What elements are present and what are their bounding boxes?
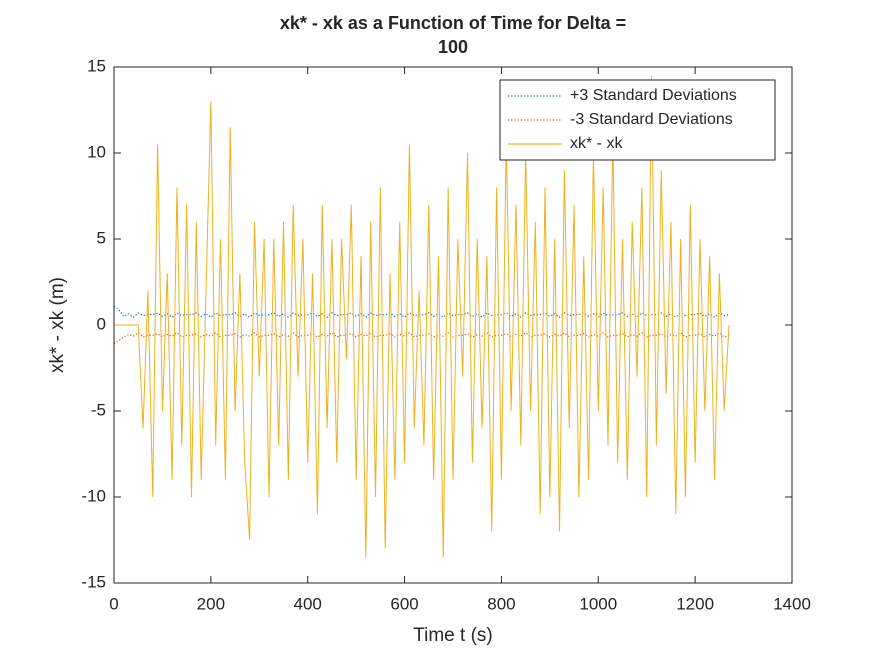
- legend: +3 Standard Deviations -3 Standard Deviat…: [499, 79, 776, 161]
- legend-label: +3 Standard Deviations: [570, 87, 737, 104]
- chart-title: 100: [438, 37, 468, 57]
- y-tick-label: 10: [87, 142, 106, 161]
- y-tick-label: -15: [81, 572, 106, 591]
- chart-title: xk* - xk as a Function of Time for Delta…: [280, 13, 626, 33]
- x-tick-label: 0: [109, 594, 118, 613]
- x-axis-label: Time t (s): [413, 625, 493, 646]
- x-tick-label: 200: [197, 594, 225, 613]
- y-tick-label: -5: [91, 400, 106, 419]
- y-tick-label: -10: [81, 486, 106, 505]
- data-line: [114, 75, 730, 558]
- legend-box: [499, 79, 776, 161]
- legend-label: xk* - xk: [570, 135, 623, 152]
- y-axis-label: xk* - xk (m): [47, 277, 68, 373]
- x-tick-label: 1400: [773, 594, 811, 613]
- data-line: [113, 305, 730, 319]
- axes-box: [113, 66, 793, 584]
- legend-label: -3 Standard Deviations: [570, 111, 733, 128]
- y-tick-label: 15: [87, 56, 106, 75]
- x-tick-label: 800: [487, 594, 515, 613]
- y-tick-label: 0: [97, 314, 106, 333]
- x-tick-label: 1200: [676, 594, 714, 613]
- y-tick-label: 5: [97, 228, 106, 247]
- x-tick-label: 600: [390, 594, 418, 613]
- x-tick-label: 400: [294, 594, 322, 613]
- x-tick-label: 1000: [579, 594, 617, 613]
